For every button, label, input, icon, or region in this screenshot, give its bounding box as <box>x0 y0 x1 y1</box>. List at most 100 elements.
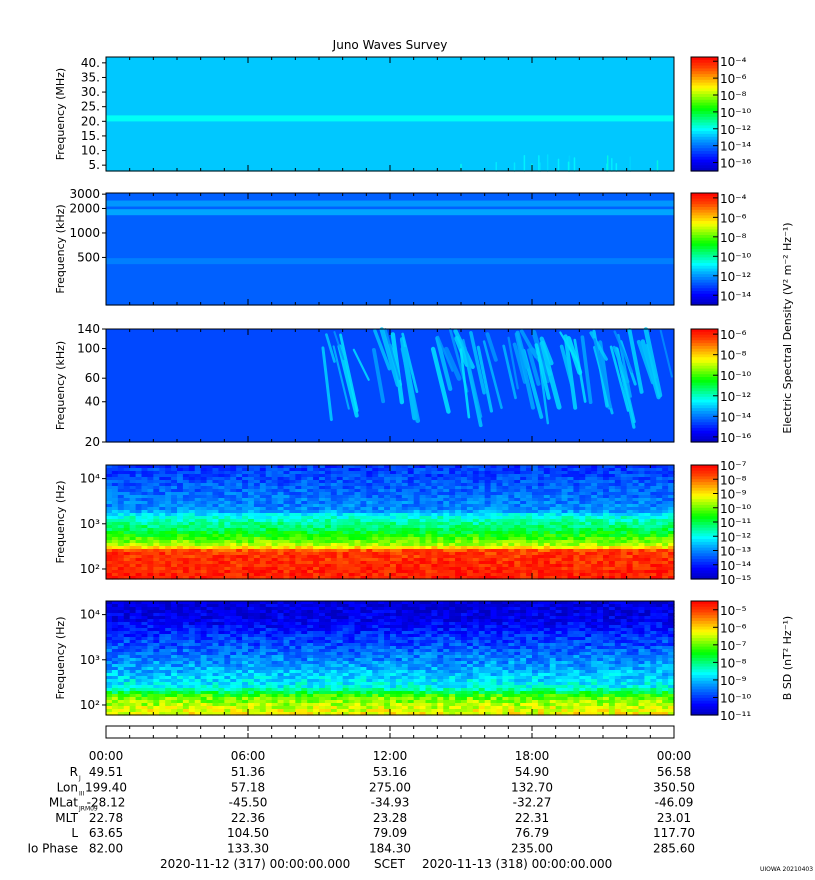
spectrogram-cell <box>182 480 190 484</box>
spectrogram-cell <box>632 552 640 556</box>
spectrogram-cell <box>248 564 255 568</box>
spectrogram-cell <box>153 465 160 469</box>
spectrogram-cell <box>319 522 326 526</box>
spectrogram-cell <box>265 474 273 478</box>
spectrogram-cell <box>319 483 326 487</box>
spectrogram-cell <box>106 237 674 241</box>
spectrogram-cell <box>366 607 373 611</box>
spectrogram-cell <box>378 534 385 538</box>
spectrogram-cell <box>597 607 604 611</box>
spectrogram-cell <box>106 570 113 574</box>
spectrogram-cell <box>638 558 646 562</box>
spectrogram-cell <box>478 619 486 623</box>
spectrogram-cell <box>372 525 379 529</box>
spectrogram-cell <box>407 510 415 514</box>
spectrogram-cell <box>117 610 125 614</box>
spectrogram-cell <box>301 607 308 611</box>
spectrogram-cell <box>638 495 646 499</box>
spectrogram-cell <box>360 483 367 487</box>
spectrogram-cell <box>206 604 214 608</box>
spectrogram-cell <box>295 516 302 520</box>
spectrogram-cell <box>336 483 344 487</box>
spectrogram-cell <box>348 510 356 514</box>
emission-streak <box>325 333 336 363</box>
spectrogram-cell <box>242 616 249 620</box>
spectrogram-cell <box>626 534 634 538</box>
emission-streak <box>559 331 579 364</box>
spectrogram-cell <box>259 474 267 478</box>
spectrogram-cell <box>194 564 202 568</box>
spectrogram-cell <box>212 616 220 620</box>
spectrogram-cell <box>644 552 651 556</box>
spectrogram-cell <box>668 519 675 523</box>
spectrogram-cell <box>277 507 285 511</box>
spectrogram-cell <box>662 516 669 520</box>
spectrogram-cell <box>360 564 367 568</box>
spectrogram-cell <box>289 474 296 478</box>
spectrogram-cell <box>585 540 592 544</box>
spectrogram-cell <box>508 607 515 611</box>
spectrogram-cell <box>295 531 302 535</box>
spectrogram-cell <box>597 471 604 475</box>
spectrogram-cell <box>123 525 131 529</box>
spectrogram-cell <box>354 489 362 493</box>
spectrogram-cell <box>212 610 220 614</box>
spectrogram-cell <box>520 537 527 541</box>
spectrogram-cell <box>549 601 557 605</box>
spectrogram-cell <box>177 552 184 556</box>
spectrogram-cell <box>111 622 119 626</box>
spectrogram-cell <box>668 516 675 520</box>
spectrogram-cell <box>543 498 551 502</box>
spectrogram-cell <box>129 510 137 514</box>
spectrogram-cell <box>579 528 586 532</box>
spectrogram-cell <box>171 465 178 469</box>
spectrogram-cell <box>324 573 332 577</box>
spectrogram-cell <box>106 278 674 283</box>
spectrogram-cell <box>644 507 651 511</box>
spectrogram-cell <box>484 607 492 611</box>
spectrogram-cell <box>484 501 492 505</box>
spectrogram-cell <box>579 492 586 496</box>
spectrogram-cell <box>455 510 462 514</box>
spectrogram-cell <box>650 507 657 511</box>
spectrogram-cell <box>200 519 208 523</box>
spectrogram-cell <box>182 525 190 529</box>
spectrogram-cell <box>194 549 202 553</box>
spectrogram-cell <box>236 540 243 544</box>
spectrogram-cell <box>354 471 362 475</box>
spectrogram-cell <box>520 625 527 629</box>
spectrogram-cell <box>129 537 137 541</box>
spectrogram-cell <box>638 513 646 517</box>
spectrogram-cell <box>295 474 302 478</box>
spectrogram-cell <box>188 607 196 611</box>
spectrogram-cell <box>372 607 379 611</box>
spectrogram-cell <box>224 619 231 623</box>
spectrogram-cell <box>561 531 569 535</box>
spectrogram-cell <box>248 486 255 490</box>
spectrogram-cell <box>271 570 279 574</box>
spectrogram-cell <box>520 552 527 556</box>
spectrogram-cell <box>200 601 208 605</box>
spectrogram-cell <box>567 528 575 532</box>
spectrogram-cell <box>336 507 344 511</box>
spectrogram-cell <box>650 480 657 484</box>
spectrogram-cell <box>632 516 640 520</box>
spectrogram-cell <box>537 465 545 469</box>
spectrogram-cell <box>253 613 261 617</box>
spectrogram-cell <box>236 528 243 532</box>
spectrogram-cell <box>431 498 438 502</box>
emission-streak <box>589 331 608 361</box>
spectrogram-cell <box>395 480 403 484</box>
spectrogram-cell <box>555 558 563 562</box>
spectrogram-cell <box>662 537 669 541</box>
spectrogram-cell <box>520 480 527 484</box>
spectrogram-cell <box>177 601 184 605</box>
spectrogram-cell <box>354 555 362 559</box>
spectrogram-cell <box>212 486 220 490</box>
spectrogram-cell <box>555 516 563 520</box>
spectrogram-cell <box>585 561 592 565</box>
spectrogram-cell <box>573 534 580 538</box>
spectrogram-cell <box>573 489 580 493</box>
spectrogram-cell <box>295 616 302 620</box>
spectrogram-cell <box>656 495 663 499</box>
